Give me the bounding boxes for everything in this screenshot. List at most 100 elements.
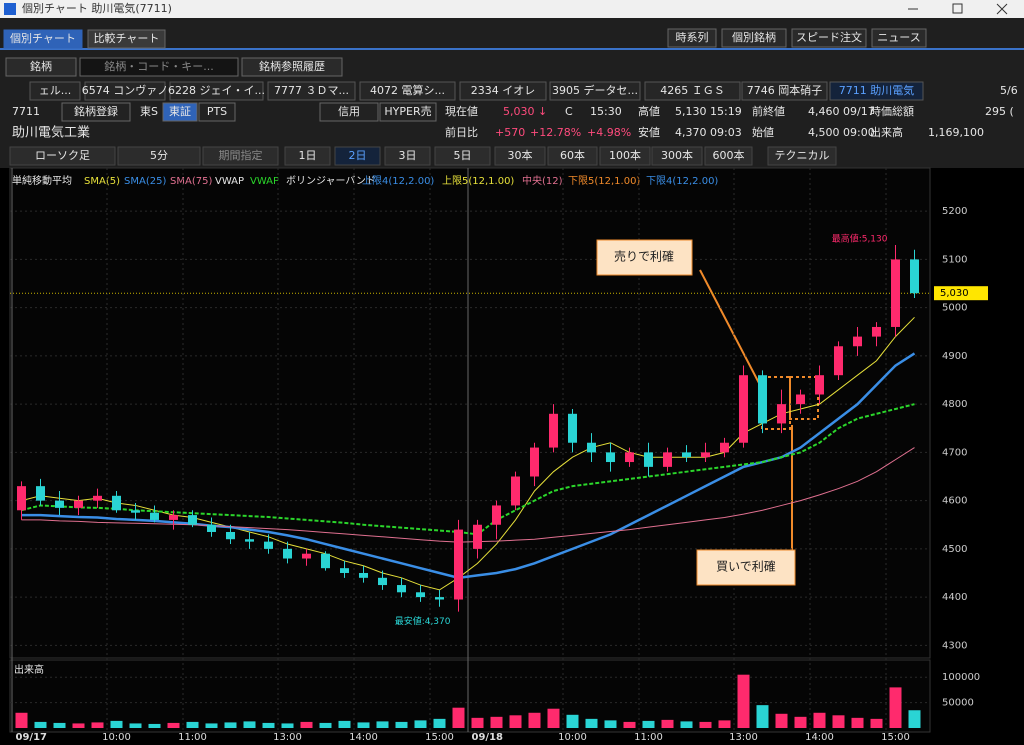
- candle-body: [264, 541, 273, 549]
- button[interactable]: [651, 146, 703, 166]
- button[interactable]: [667, 28, 717, 48]
- callout-text: 買いで利確: [716, 559, 776, 574]
- close[interactable]: [996, 3, 1008, 15]
- volume-bar: [300, 721, 313, 728]
- volume-bar: [832, 715, 845, 728]
- button[interactable]: [87, 29, 166, 49]
- volume-bar: [15, 712, 28, 728]
- tab-underline: [0, 48, 1024, 50]
- button[interactable]: [704, 146, 753, 166]
- volume-bar: [794, 716, 807, 728]
- button[interactable]: [459, 81, 547, 101]
- stock-tab: 6574 コンヴァノ: [82, 83, 169, 97]
- y-tick-label: 4700: [942, 447, 967, 458]
- control-button: 5日: [454, 149, 472, 162]
- volume-bar: [34, 721, 47, 728]
- button[interactable]: [5, 57, 77, 77]
- button[interactable]: [359, 81, 456, 101]
- legend-entry: 上限4(12,2.00): [362, 175, 434, 187]
- volume-bar: [319, 722, 332, 728]
- candle-body: [435, 597, 444, 600]
- button[interactable]: [267, 81, 356, 101]
- button[interactable]: [434, 146, 491, 166]
- button[interactable]: [198, 102, 236, 122]
- button[interactable]: [549, 81, 641, 101]
- volume-bar: [395, 721, 408, 728]
- volume-bar: [490, 716, 503, 728]
- candle-body: [207, 524, 216, 532]
- candle-body: [891, 259, 900, 327]
- button[interactable]: [644, 81, 741, 101]
- button[interactable]: [284, 146, 331, 166]
- current-price-box: [934, 286, 988, 301]
- callout-arrow: [699, 269, 761, 386]
- candle-body: [549, 413, 558, 448]
- button[interactable]: [162, 102, 198, 122]
- button[interactable]: [871, 28, 927, 48]
- stock-tab: 6228 ジェイ・イ...: [168, 84, 265, 97]
- info-text: 東証: [169, 105, 191, 118]
- button[interactable]: [117, 146, 201, 166]
- button[interactable]: [9, 146, 116, 166]
- y-tick-label: 4800: [942, 399, 967, 410]
- button[interactable]: [61, 102, 131, 122]
- maximize[interactable]: [952, 3, 963, 14]
- button[interactable]: [547, 146, 598, 166]
- candle-body: [625, 452, 634, 463]
- info-text: HYPER売: [384, 105, 431, 118]
- control-button: 30本: [508, 148, 533, 162]
- candle-body: [321, 553, 330, 569]
- button[interactable]: [29, 81, 81, 101]
- button[interactable]: [384, 146, 431, 166]
- x-tick-label: 11:00: [634, 732, 663, 743]
- info-text: 助川電気工業: [12, 125, 90, 141]
- volume-bar: [471, 717, 484, 728]
- app-icon: [4, 3, 16, 15]
- x-tick-label: 13:00: [273, 732, 302, 743]
- candle-body: [568, 413, 577, 443]
- volume-bar: [623, 721, 636, 728]
- volume-title: 出来高: [14, 663, 44, 676]
- legend-entry: VWAP: [250, 176, 279, 187]
- button[interactable]: [169, 81, 264, 101]
- candle-body: [739, 375, 748, 443]
- button[interactable]: [202, 146, 279, 166]
- button[interactable]: [241, 57, 343, 77]
- info-text: 信用: [338, 105, 360, 118]
- button[interactable]: [741, 81, 828, 101]
- button[interactable]: [721, 28, 787, 48]
- x-tick-label: 13:00: [729, 732, 758, 743]
- button[interactable]: [334, 146, 381, 166]
- volume-bar: [737, 674, 750, 728]
- legend-entry: 下限5(12,1.00): [568, 175, 640, 187]
- volume-bar: [91, 722, 104, 728]
- volume-bar: [110, 720, 123, 728]
- volume-bar: [718, 720, 731, 728]
- y-tick-label: 5100: [942, 254, 967, 265]
- legend-entry: SMA(75): [170, 176, 212, 187]
- stock-tab: 7777 ３Ｄマ...: [274, 84, 349, 97]
- volume-bar: [262, 722, 275, 728]
- button[interactable]: [494, 146, 546, 166]
- x-tick-label: 14:00: [349, 732, 378, 743]
- x-tick-label: 11:00: [178, 732, 207, 743]
- volume-bar: [53, 722, 66, 728]
- info-text: 前終値: [752, 104, 785, 118]
- button[interactable]: [791, 28, 867, 48]
- button[interactable]: [319, 102, 379, 122]
- control-button: テクニカル: [775, 149, 830, 162]
- legend-entry: 上限5(12,1.00): [442, 175, 514, 187]
- button[interactable]: [767, 146, 837, 166]
- callout-text: 売りで利確: [614, 249, 674, 264]
- button[interactable]: [79, 57, 239, 77]
- tab: 個別チャート: [10, 32, 76, 45]
- button[interactable]: [829, 81, 924, 101]
- button[interactable]: [84, 81, 166, 101]
- button[interactable]: [3, 29, 83, 49]
- control-button: 60本: [560, 148, 585, 162]
- volume-bar: [699, 721, 712, 728]
- button[interactable]: [379, 102, 437, 122]
- callout-box: [596, 239, 693, 276]
- button[interactable]: [599, 146, 651, 166]
- volume-bar: [547, 708, 560, 728]
